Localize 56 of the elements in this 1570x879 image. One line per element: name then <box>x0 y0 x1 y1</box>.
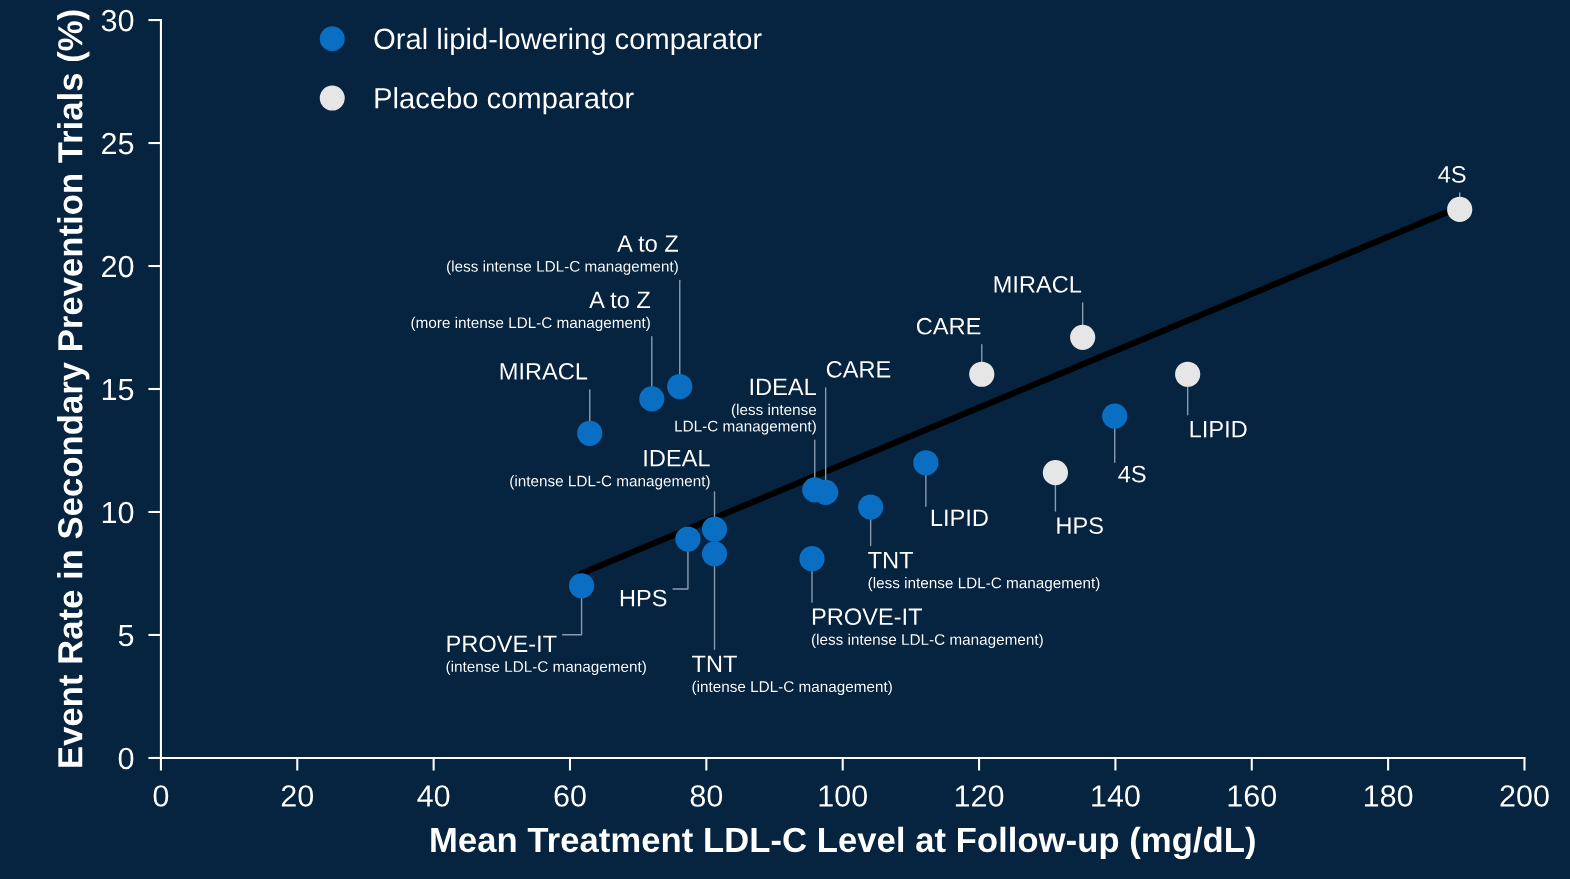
annotation: CARE <box>826 360 891 378</box>
point <box>675 526 701 552</box>
x-tick-label: 40 <box>417 785 450 807</box>
point <box>1447 196 1473 223</box>
x-tick-label: 120 <box>955 785 1004 807</box>
annotation: A to Z (more intense LDL-C management) <box>411 291 651 332</box>
y-tick-label: 5 <box>118 625 134 647</box>
annotation: MIRACL <box>994 275 1082 293</box>
annotation: PROVE-IT (intense LDL-C management) <box>446 635 646 676</box>
point <box>701 541 728 567</box>
annotation: A to Z (less intense LDL-C management) <box>447 235 679 275</box>
x-tick-label: 0 <box>153 785 169 807</box>
point <box>701 516 728 542</box>
point <box>1102 403 1128 429</box>
annotation: HPS <box>1057 517 1103 534</box>
y-tick-label: 25 <box>102 132 134 155</box>
legend-label: Placebo comparator <box>375 87 634 115</box>
y-tick-label: 0 <box>118 747 134 770</box>
x-axis-title: Mean Treatment LDL-C Level at Follow-up (mg/dL) <box>431 826 1255 860</box>
annotation: MIRACL <box>500 362 588 380</box>
point <box>577 420 603 446</box>
y-tick-label: 30 <box>101 9 134 32</box>
point <box>1175 361 1201 387</box>
y-tick-label: 10 <box>102 501 134 524</box>
point <box>639 386 665 412</box>
y-tick-label: 15 <box>102 379 134 401</box>
annotation: LIPID <box>931 509 988 526</box>
point <box>1070 324 1096 350</box>
x-tick-label: 160 <box>1228 785 1277 807</box>
legend-label: Oral lipid-lowering comparator <box>374 27 762 56</box>
point <box>667 373 693 400</box>
point <box>913 450 939 476</box>
y-tick-label: 20 <box>102 255 134 278</box>
x-tick-label: 200 <box>1500 785 1549 807</box>
point <box>799 546 825 572</box>
x-tick-label: 80 <box>690 785 723 807</box>
annotation: IDEAL (intense LDL-C management) <box>510 450 710 490</box>
x-tick-label: 180 <box>1364 785 1413 807</box>
point <box>1042 460 1069 486</box>
annotation: TNT (less intense LDL-C management) <box>868 551 1100 592</box>
annotation: HPS <box>620 589 667 607</box>
annotation: 4S <box>1118 465 1146 483</box>
x-tick-label: 100 <box>819 785 867 807</box>
x-tick-label: 140 <box>1092 785 1140 807</box>
annotation: 4S <box>1438 166 1466 183</box>
annotation: TNT (intense LDL-C management) <box>692 655 892 696</box>
point <box>858 494 884 520</box>
annotation: PROVE-IT (less intense LDL-C management) <box>811 608 1043 648</box>
annotation: CARE <box>916 317 981 335</box>
x-tick-label: 20 <box>281 785 314 807</box>
point <box>568 573 595 599</box>
annotation: IDEAL (less intense LDL-C management) <box>675 378 817 435</box>
annotation: LIPID <box>1190 421 1247 438</box>
x-tick-label: 60 <box>554 785 586 807</box>
point <box>969 361 995 387</box>
y-axis-title: Event Rate in Secondary Prevention Trials (%) <box>57 10 90 767</box>
